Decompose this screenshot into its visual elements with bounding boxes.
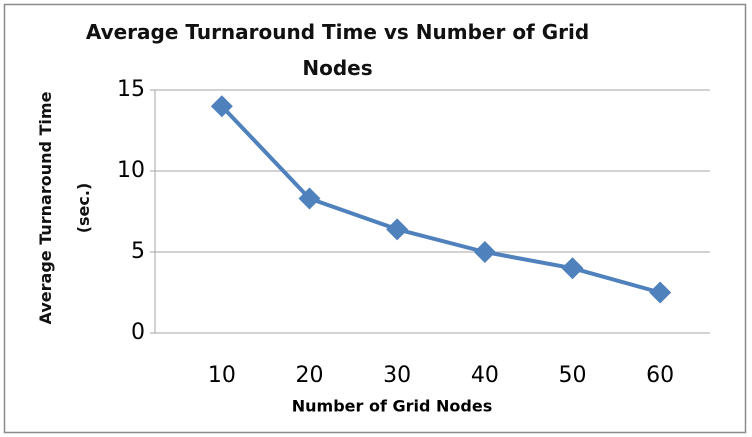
- y-tick-label: 0: [131, 320, 145, 345]
- x-tick-label: 30: [383, 363, 411, 388]
- x-tick-label: 20: [296, 363, 324, 388]
- y-axis-title: Average Turnaround Time (sec.): [36, 91, 93, 325]
- chart-border: [3, 3, 747, 434]
- data-point: [649, 281, 672, 304]
- chart-title: Average Turnaround Time vs Number of Gri…: [85, 20, 590, 80]
- x-tick-label: 10: [208, 363, 236, 388]
- y-tick-label: 10: [117, 158, 145, 183]
- x-tick-label: 60: [646, 363, 674, 388]
- y-tick-label: 5: [131, 239, 145, 264]
- y-tick-label: 15: [117, 77, 145, 102]
- x-tick-label: 50: [559, 363, 587, 388]
- data-point: [561, 257, 584, 280]
- x-axis-title: Number of Grid Nodes: [292, 397, 492, 416]
- data-point: [386, 218, 409, 241]
- data-point: [473, 241, 496, 263]
- x-tick-label: 40: [471, 363, 499, 388]
- series-line: [220, 104, 661, 295]
- data-point: [298, 187, 321, 210]
- data-point: [210, 95, 233, 118]
